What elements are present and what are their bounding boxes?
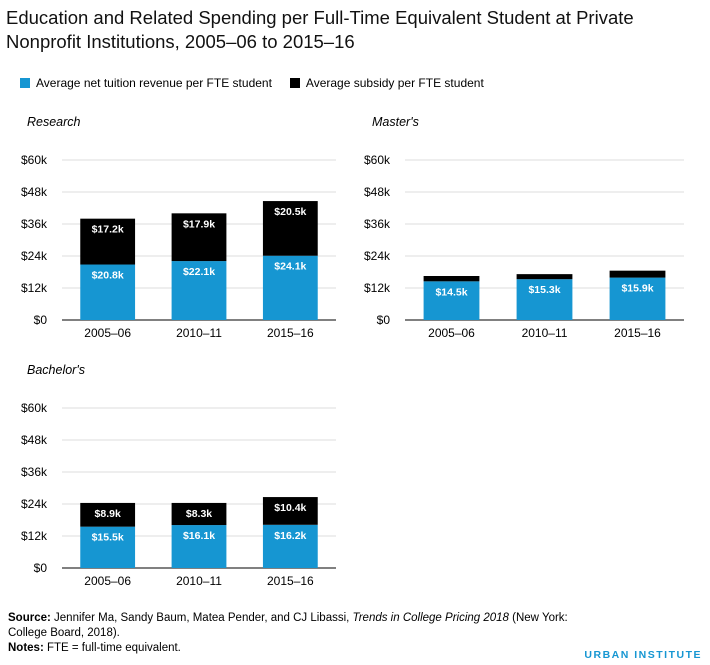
bar-subsidy (171, 213, 227, 262)
y-tick-label: $12k (364, 281, 391, 295)
bar-subsidy (609, 270, 666, 278)
bar-tuition (516, 279, 573, 320)
y-tick-label: $0 (34, 561, 48, 575)
bar-subsidy (262, 201, 318, 256)
data-label-tuition: $22.1k (183, 266, 215, 278)
data-label-subsidy: $8.9k (95, 508, 121, 520)
data-label-subsidy: $17.9k (183, 218, 215, 230)
y-tick-label: $0 (377, 313, 391, 327)
y-tick-label: $60k (21, 401, 48, 415)
x-tick-label: 2010–11 (176, 326, 222, 340)
data-label-tuition: $16.2k (274, 530, 306, 542)
legend-label-tuition: Average net tuition revenue per FTE stud… (36, 76, 272, 90)
legend-item-tuition: Average net tuition revenue per FTE stud… (20, 76, 272, 90)
panel-title: Master's (372, 115, 419, 129)
bar-tuition (609, 277, 666, 320)
brand-logo: URBAN INSTITUTE (584, 649, 702, 661)
y-tick-label: $36k (21, 465, 48, 479)
x-tick-label: 2005–06 (84, 574, 131, 588)
data-label-subsidy: $10.4k (274, 502, 306, 514)
x-tick-label: 2015–16 (614, 326, 661, 340)
legend-label-subsidy: Average subsidy per FTE student (305, 76, 484, 90)
legend-item-subsidy: Average subsidy per FTE student (289, 76, 484, 90)
bar-tuition (171, 261, 227, 320)
x-tick-label: 2005–06 (84, 326, 131, 340)
y-tick-label: $12k (21, 529, 48, 543)
bar-tuition (171, 525, 227, 568)
data-label-tuition: $16.1k (183, 530, 215, 542)
panel-title: Research (27, 115, 81, 129)
bar-tuition (80, 264, 136, 320)
notes-text: FTE = full-time equivalent. (43, 642, 181, 654)
chart-title: Education and Related Spending per Full-… (6, 7, 634, 52)
y-tick-label: $24k (21, 249, 48, 263)
bar-tuition (262, 524, 318, 568)
x-tick-label: 2015–16 (267, 574, 314, 588)
data-label-tuition: $24.1k (274, 261, 306, 273)
legend-swatch-tuition (20, 78, 30, 88)
y-tick-label: $24k (364, 249, 391, 263)
y-tick-label: $48k (21, 433, 48, 447)
y-tick-label: $0 (34, 313, 48, 327)
data-label-tuition: $14.5k (435, 286, 467, 298)
y-tick-label: $60k (21, 153, 48, 167)
y-tick-label: $48k (21, 185, 48, 199)
source-note: Source: Jennifer Ma, Sandy Baum, Matea P… (8, 611, 608, 641)
bar-subsidy (171, 502, 227, 526)
y-tick-label: $24k (21, 497, 48, 511)
x-tick-label: 2010–11 (522, 326, 568, 340)
bar-subsidy (516, 274, 573, 280)
source-italic: Trends in College Pricing 2018 (352, 612, 509, 624)
data-label-tuition: $15.9k (621, 283, 653, 295)
x-tick-label: 2010–11 (176, 574, 222, 588)
panel-title: Bachelor's (27, 363, 85, 377)
bar-subsidy (80, 218, 136, 265)
data-label-tuition: $20.8k (92, 270, 124, 282)
bar-tuition (262, 255, 318, 320)
data-label-tuition: $15.3k (528, 284, 560, 296)
bar-subsidy (262, 497, 318, 525)
x-tick-label: 2005–06 (428, 326, 475, 340)
y-tick-label: $12k (21, 281, 48, 295)
data-label-subsidy: $20.5k (274, 206, 306, 218)
notes: Notes: FTE = full-time equivalent. (8, 641, 608, 656)
notes-label: Notes: (8, 642, 44, 654)
bar-tuition (423, 281, 480, 320)
y-tick-label: $60k (364, 153, 391, 167)
data-label-subsidy: $8.3k (186, 508, 212, 520)
legend-swatch-subsidy (289, 78, 300, 88)
y-tick-label: $36k (21, 217, 48, 231)
source-label: Source: (8, 612, 51, 624)
y-tick-label: $48k (364, 185, 391, 199)
x-tick-label: 2015–16 (267, 326, 314, 340)
bar-subsidy (423, 276, 480, 282)
bar-tuition (80, 526, 136, 568)
footer: Source: Jennifer Ma, Sandy Baum, Matea P… (8, 611, 608, 656)
data-label-subsidy: $17.2k (92, 224, 124, 236)
source-text-2: (New York: College Board, 2018). (8, 612, 568, 639)
legend: Average net tuition revenue per FTE stud… (20, 75, 502, 91)
data-label-tuition: $15.5k (92, 532, 124, 544)
y-tick-label: $36k (364, 217, 391, 231)
bar-subsidy (80, 502, 136, 527)
source-text-1: Jennifer Ma, Sandy Baum, Matea Pender, a… (50, 612, 353, 624)
